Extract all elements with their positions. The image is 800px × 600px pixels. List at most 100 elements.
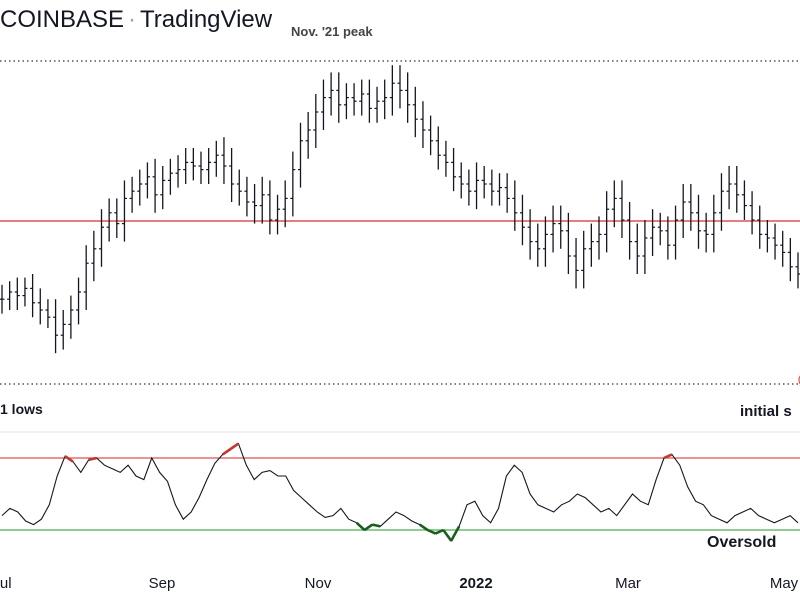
x-tick-mar: Mar [615,575,641,592]
price-bar [152,158,158,213]
price-bar [374,86,380,123]
price-bar [68,295,74,339]
price-bar [680,184,686,238]
price-bar [275,194,281,235]
rsi-overbought-segment [663,453,673,460]
price-bar [420,101,426,148]
price-bar [718,173,724,231]
price-bar [198,151,204,184]
rsi-overbought-segment [229,442,240,451]
price-bar [497,173,502,206]
lows-annotation: 1 lows [0,401,43,417]
rsi-oversold-segment [442,529,453,542]
price-bar [37,288,43,325]
support-annotation: initial s [740,403,792,420]
price-bar [565,212,571,274]
price-bar [435,126,441,170]
price-bar [573,238,579,289]
x-tick-sep: Sep [149,575,176,592]
rsi-oversold-segment [434,528,444,535]
rsi-oversold-segment [450,525,461,542]
price-bar [474,162,480,210]
price-bar [757,205,763,249]
price-bar [642,220,648,274]
price-bar [466,169,472,206]
source-title: TradingView [140,6,273,33]
price-bar [489,169,495,206]
price-bar [673,205,679,260]
rsi-oversold-segment [427,528,437,535]
price-bar [53,299,59,354]
price-bar [221,137,227,184]
price-bar [405,72,411,123]
price-bars [0,65,800,354]
price-bar [160,166,166,210]
price-bar [7,281,13,310]
rsi-overbought-segment [64,455,74,463]
price-bar [504,173,510,213]
price-bar [229,148,235,202]
price-bar [711,194,717,253]
price-bar [343,83,349,120]
price-bar [619,180,625,238]
price-bar [581,230,587,289]
price-bar [741,180,747,220]
price-bar [0,284,5,314]
price-bar [99,209,104,267]
chart-header: COINBASE · TradingView [0,6,272,36]
support-marker [798,375,800,385]
price-bar [320,79,326,130]
price-bar [787,238,793,282]
price-bar [389,65,395,116]
price-bar [83,245,89,310]
price-bar [527,209,533,260]
price-bar [650,209,656,256]
price-bar [749,191,755,235]
price-bar [144,162,150,199]
price-bar [764,220,770,253]
price-bar [336,72,342,123]
price-bar [129,176,135,213]
price-bar [397,65,403,109]
price-bar [236,169,242,206]
price-bar [772,223,778,260]
x-tick-jul: Jul [0,575,12,592]
price-bar [634,223,640,274]
price-bar [252,184,258,224]
price-bar [359,79,365,116]
price-bar [328,72,334,116]
price-bar [298,122,303,188]
price-bar [183,148,189,184]
price-bar [106,198,112,242]
price-bar [213,140,219,177]
price-bar [542,216,548,267]
price-bar [382,79,388,120]
rsi-overbought-segment [88,456,97,462]
price-bar [611,180,617,228]
price-bar [290,151,296,217]
price-bar [14,277,20,310]
price-bar [244,176,250,217]
price-bar [30,274,36,318]
price-bar [91,230,97,282]
price-bar [703,212,709,253]
price-bar [76,277,82,325]
rsi-overbought-segment [221,447,232,456]
price-bar [313,94,319,148]
x-tick-2022: 2022 [459,575,492,592]
price-bar [190,148,196,181]
price-bar [167,158,173,195]
price-bar [519,194,525,246]
x-axis: Jul Sep Nov 2022 Mar May [0,575,799,592]
price-bar [443,140,449,177]
price-bar [780,230,786,267]
price-bar [550,205,556,253]
price-bar [665,216,671,260]
price-bar [588,223,594,267]
x-tick-nov: Nov [305,575,332,592]
price-bar [458,162,464,199]
rsi-oversold-segment [418,523,429,532]
price-bar [535,223,541,267]
price-bar [114,198,120,238]
